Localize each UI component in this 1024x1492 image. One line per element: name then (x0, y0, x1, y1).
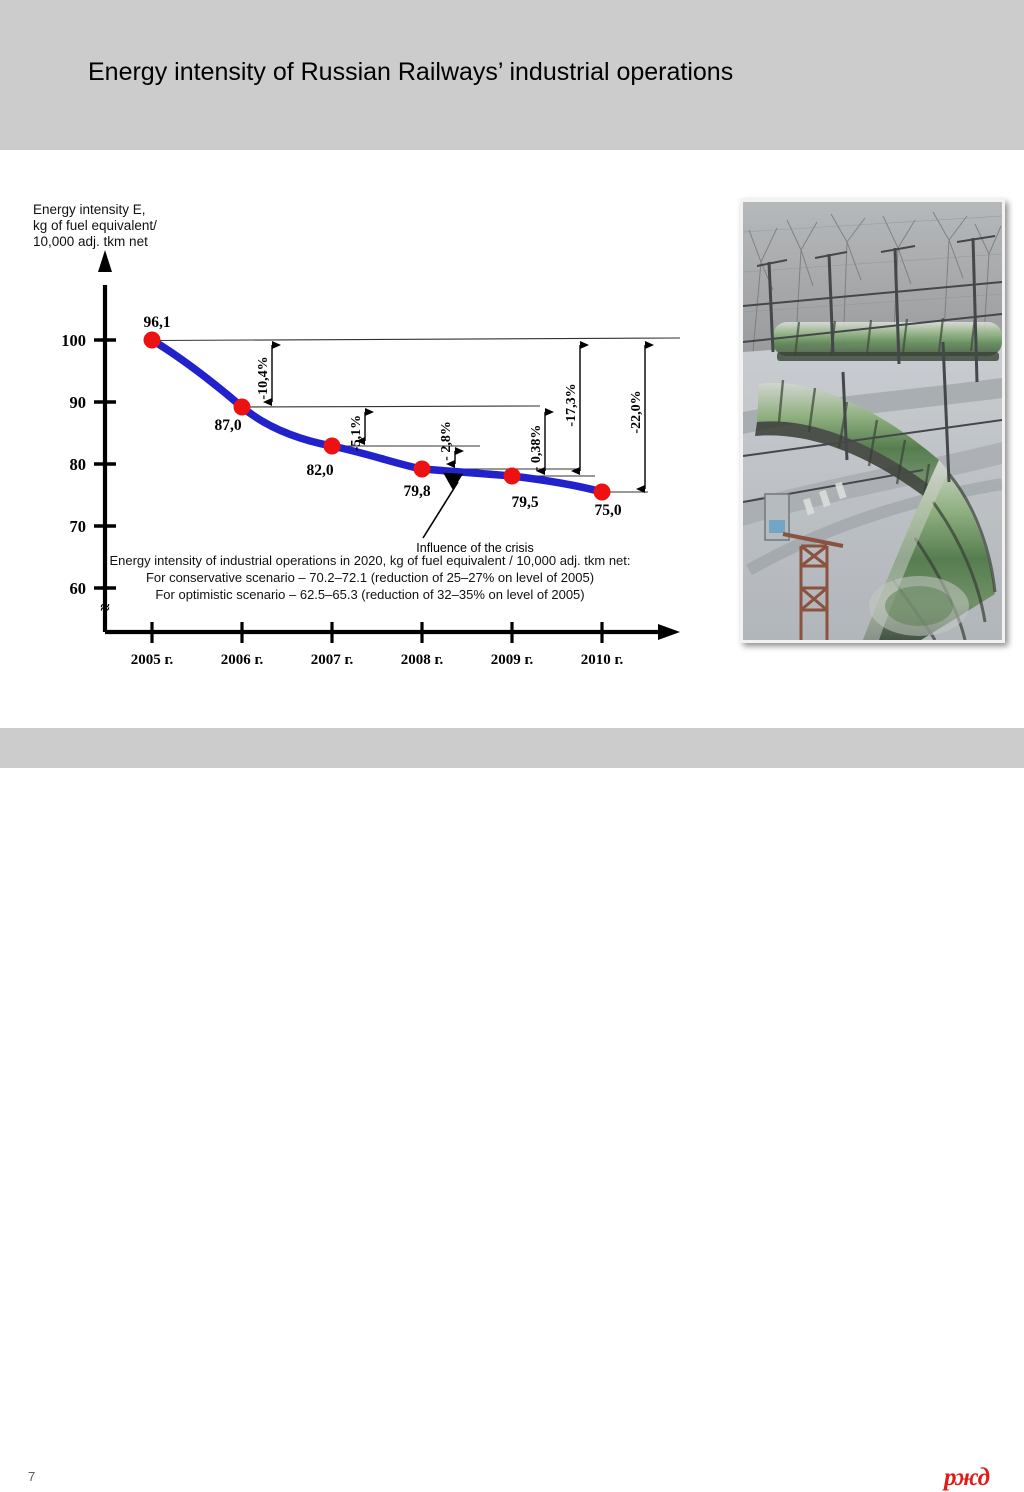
x-tick-label-2010: 2010 г. (581, 652, 624, 668)
data-point-2008 (413, 460, 431, 478)
point-label-2006: 87,0 (214, 417, 241, 434)
near-train-row (863, 460, 997, 640)
chart-canvas: ≈ 100 90 80 70 60 2005 г. 2006 г. 2007 г… (61, 250, 681, 668)
photo-graphic (743, 202, 1002, 640)
energy-intensity-chart: Energy intensity E, kg of fuel equivalen… (20, 190, 720, 670)
axis-break-symbol: ≈ (100, 598, 109, 617)
lattice-tower (782, 532, 844, 640)
crisis-callout-label: Influence of the crisis (416, 541, 533, 555)
slide-header-bar: Energy intensity of Russian Railways’ in… (0, 0, 1024, 150)
annotation-delta-2006-2007: -5,1% (349, 415, 364, 451)
caption-line-2: For conservative scenario – 70.2–72.1 (r… (145, 570, 595, 585)
dimension-arrows (262, 340, 655, 494)
annotation-delta-2005-2006: -10,4% (256, 356, 271, 399)
y-axis-label: Energy intensity E, kg of fuel equivalen… (33, 202, 157, 249)
caption-line-1: Energy intensity of industrial operation… (109, 553, 631, 568)
y-tick-label-100: 100 (61, 331, 86, 350)
y-tick-label-70: 70 (70, 517, 87, 536)
x-tick-label-2006: 2006 г. (221, 652, 264, 668)
catenary-masts (767, 237, 979, 483)
rzd-logo: ржд (944, 1464, 990, 1491)
y-tick-label-80: 80 (70, 455, 87, 474)
freight-tank-train-in-snow-photo (740, 199, 1005, 643)
y-tick-label-60: 60 (70, 579, 87, 598)
slide-footer-bar: 7 ржд (0, 728, 1024, 1491)
x-tick-label-2009: 2009 г. (491, 652, 534, 668)
page-number: 7 (28, 1469, 36, 1484)
annotation-delta-2008-2009: - 0,38% (529, 425, 544, 472)
crisis-callout-arrow (422, 472, 464, 539)
scenario-caption: Energy intensity of industrial operation… (50, 552, 690, 603)
page-title: Energy intensity of Russian Railways’ in… (88, 58, 734, 86)
signal-box (764, 493, 790, 541)
x-tick-label-2005: 2005 г. (131, 652, 174, 668)
data-point-2010 (593, 483, 611, 501)
point-label-2005: 96,1 (143, 314, 170, 331)
y-tick-label-90: 90 (70, 393, 87, 412)
x-axis (105, 622, 680, 643)
annotation-delta-2007-2008: - 2,8% (439, 421, 454, 461)
annotation-delta-2005-2010: -22,0% (629, 390, 644, 433)
y-axis (94, 250, 116, 632)
data-point-2006 (233, 398, 251, 416)
point-label-2010: 75,0 (594, 502, 621, 519)
point-label-2007: 82,0 (306, 462, 333, 479)
point-label-2008: 79,8 (403, 483, 430, 500)
annotation-delta-2005-2009: -17,3% (564, 383, 579, 426)
data-point-2009 (503, 467, 521, 485)
x-tick-label-2008: 2008 г. (401, 652, 444, 668)
caption-line-3: For optimistic scenario – 62.5–65.3 (red… (155, 587, 585, 602)
data-point-2005 (143, 331, 161, 349)
data-point-markers (143, 331, 611, 501)
data-point-2007 (323, 437, 341, 455)
x-tick-label-2007: 2007 г. (311, 652, 354, 668)
point-label-2009: 79,5 (511, 494, 538, 511)
